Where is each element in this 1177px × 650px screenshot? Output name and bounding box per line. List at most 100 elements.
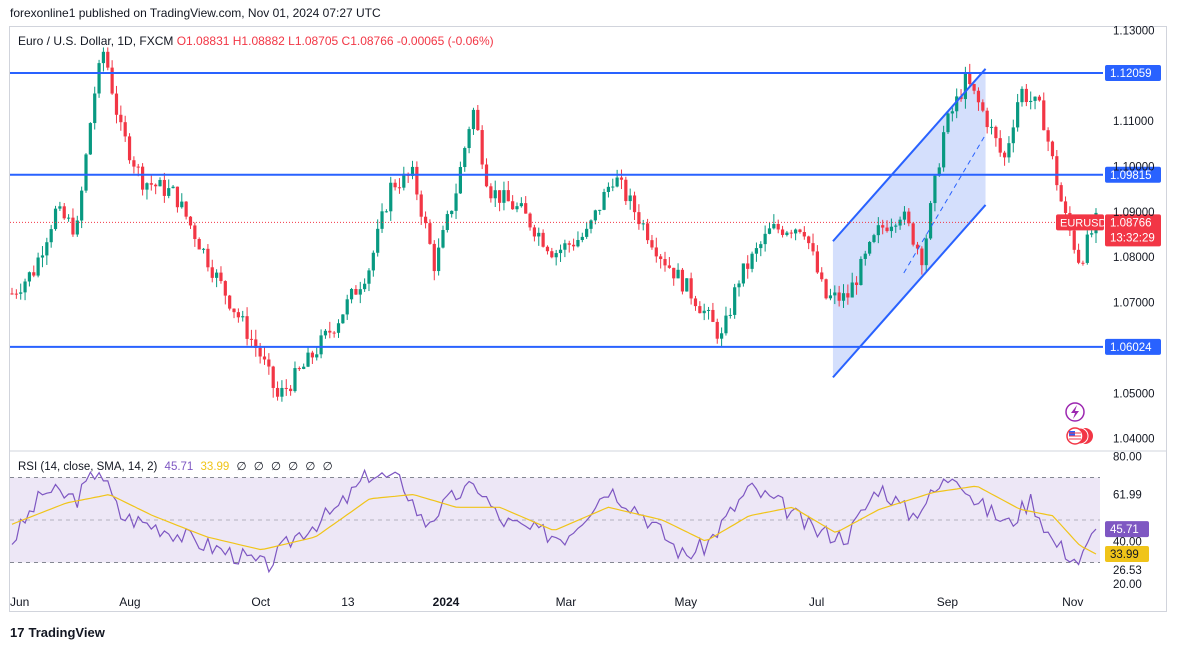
candle-up: [437, 247, 441, 272]
candle-down: [798, 229, 802, 233]
candle-down: [14, 293, 18, 295]
candle-up: [66, 217, 71, 219]
level-price-tag: [1105, 64, 1161, 81]
candle-up: [341, 314, 345, 324]
price-axis-tick-label: 1.08000: [1113, 252, 1155, 264]
current-price-label: 1.08766: [1110, 217, 1152, 229]
rsi-sma-line[interactable]: [11, 485, 1097, 555]
rsi-axis-tick-label: 20.00: [1113, 579, 1142, 591]
ohlc-values: O1.08831 H1.08882 L1.08705 C1.08766 -0.0…: [176, 34, 494, 48]
candle-up: [615, 177, 619, 187]
candle-down: [1081, 262, 1085, 264]
candle-up: [946, 113, 950, 133]
candle-up: [785, 232, 789, 235]
candle-down: [149, 183, 153, 185]
candle-down: [114, 93, 119, 115]
level-price-label: 1.12059: [1110, 68, 1152, 80]
candle-down: [915, 244, 920, 249]
published-line: forexonline1 published on TradingView.co…: [10, 6, 381, 20]
candle-up: [458, 167, 463, 194]
candle-down: [854, 282, 859, 286]
candle-down: [480, 130, 484, 165]
level-price-tag: [1105, 338, 1161, 355]
candle-up: [80, 190, 84, 221]
price-axis-tick-label: 1.09000: [1113, 207, 1155, 219]
price-axis-tick-label: 1.11000: [1113, 116, 1154, 128]
symbol-legend[interactable]: Euro / U.S. Dollar, 1D, FXCM O1.08831 H1…: [18, 34, 494, 48]
candle-down: [423, 216, 428, 224]
candle-down: [663, 259, 667, 266]
candle-down: [262, 356, 267, 360]
channel-upper-line[interactable]: [832, 68, 987, 242]
candle-up: [36, 257, 40, 276]
candle-up: [741, 263, 745, 284]
candle-up: [371, 252, 375, 271]
candle-up: [606, 186, 611, 192]
candle-down: [332, 332, 336, 334]
candle-up: [759, 244, 763, 249]
candle-down: [802, 232, 806, 237]
rsi-line[interactable]: [11, 468, 1097, 574]
candle-down: [680, 269, 685, 292]
candle-up: [933, 175, 937, 204]
candle-up: [850, 282, 854, 298]
candle-up: [833, 292, 837, 296]
candle-up: [894, 225, 898, 227]
candle-up: [45, 242, 49, 256]
candle-down: [632, 195, 637, 213]
candle-down: [776, 224, 780, 230]
candle-down: [837, 292, 841, 301]
price-axis-tick-label: 1.07000: [1113, 298, 1155, 310]
candle-up: [493, 190, 497, 199]
candle-up: [450, 210, 454, 215]
hidden-eye-icons[interactable]: ∅ ∅ ∅ ∅ ∅ ∅: [236, 461, 335, 473]
candle-down: [188, 216, 193, 226]
candle-down: [846, 293, 850, 298]
candle-down: [193, 225, 197, 240]
level-price-tag: [1105, 166, 1161, 183]
candle-down: [175, 186, 180, 208]
lightning-bolt-icon: [1071, 405, 1079, 419]
candle-down: [715, 321, 719, 339]
candle-down: [811, 243, 815, 252]
candle-up: [872, 235, 876, 242]
rsi-axis-tick-label: 80.00: [1113, 451, 1142, 463]
time-axis-label: 2024: [433, 595, 460, 609]
rsi-sma-tag-label: 33.99: [1110, 549, 1139, 561]
candle-down: [397, 187, 402, 189]
candle-down: [284, 387, 288, 389]
candle-up: [1090, 233, 1094, 235]
candle-up: [27, 272, 32, 282]
candle-down: [141, 166, 145, 190]
candle-down: [393, 182, 397, 188]
candle-up: [515, 206, 519, 210]
candle-down: [197, 239, 201, 250]
candle-down: [545, 246, 550, 252]
bar-countdown-label: 13:32:29: [1110, 232, 1155, 244]
candle-up: [293, 368, 297, 392]
candle-up: [380, 211, 384, 229]
time-axis-label: Jul: [809, 595, 824, 609]
channel-lower-line[interactable]: [832, 204, 987, 379]
candle-up: [336, 323, 341, 333]
candle-up: [171, 186, 175, 189]
candle-down: [567, 243, 571, 245]
candle-down: [1024, 88, 1028, 103]
candle-down: [511, 201, 515, 210]
rsi-axis-tick-label: 40.00: [1113, 536, 1142, 548]
candle-down: [911, 223, 915, 245]
candle-down: [972, 84, 976, 91]
candle-down: [985, 110, 989, 128]
price-axis-tick-label: 1.05000: [1113, 388, 1155, 400]
rsi-label: RSI (14, close, SMA, 14, 2): [18, 461, 158, 473]
candle-down: [807, 236, 811, 244]
candle-up: [349, 288, 354, 300]
candle-up: [145, 183, 149, 190]
candle-down: [672, 267, 676, 279]
candle-down: [476, 109, 480, 131]
rsi-legend[interactable]: RSI (14, close, SMA, 14, 2) 45.71 33.99 …: [18, 459, 335, 473]
tradingview-logo[interactable]: 17 TradingView: [10, 625, 105, 640]
candle-down: [10, 293, 14, 295]
candle-up: [1011, 127, 1015, 144]
